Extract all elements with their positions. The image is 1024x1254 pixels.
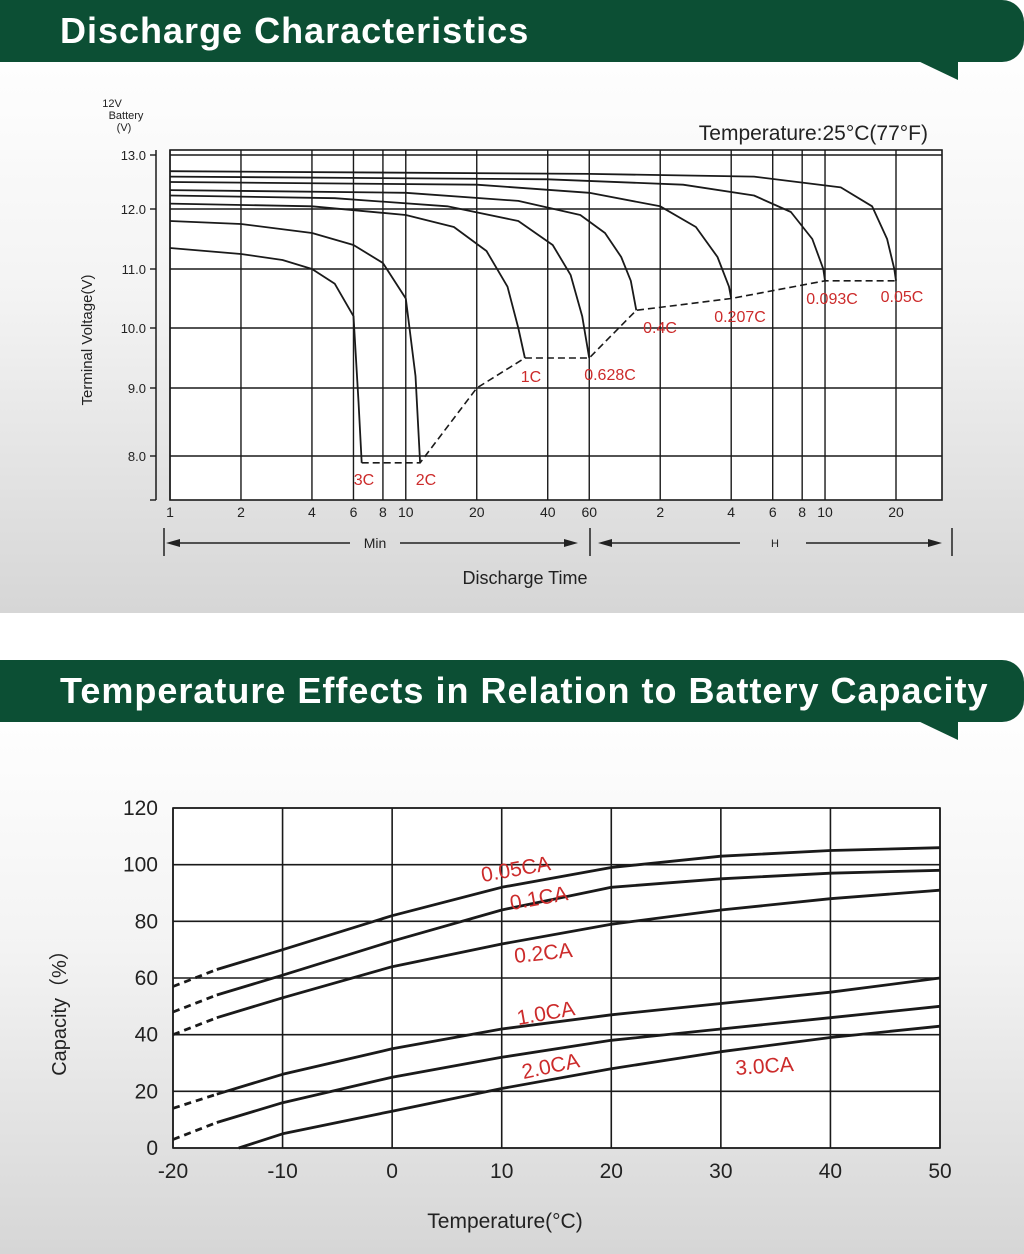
capacity-curve-0.2CA [216,888,941,1020]
x-unit-label: Min [364,535,387,551]
y-tick-label: 20 [135,1080,158,1103]
x-tick-label: 8 [798,504,806,520]
capacity-curve-extrapolated [172,1092,218,1110]
banner-tail [916,720,958,740]
capacity-curve-1.0CA [216,976,941,1096]
y-tick-label: 10.0 [121,321,146,336]
discharge-curve-1C [169,202,526,359]
discharge-curve-0.628C [169,194,591,359]
y-tick-label: 8.0 [128,449,146,464]
y-tick-label: 60 [135,967,158,990]
capacity-curve-extrapolated [172,968,218,988]
y-tick-label: 120 [123,797,158,820]
y-tick-label: 9.0 [128,381,146,396]
x-tick-label: 20 [600,1160,623,1183]
y-axis-title: Capacity（%） [48,940,71,1076]
y-tick-label: 100 [123,854,158,877]
y-tick-label: 12.0 [121,202,146,217]
x-tick-label: 1 [166,504,174,520]
discharge-curve-0.4C [169,189,638,311]
y-axis-unit-label: (V) [117,122,132,134]
y-axis-unit-label: 12V [102,98,122,110]
x-tick-label: 30 [709,1160,732,1183]
curve-label: 2C [416,472,436,489]
curve-label: 0.4C [643,320,677,337]
y-axis-title: Terminal Voltage(V) [79,275,96,406]
discharge-chart: 13.012.011.010.09.08.01 2 4 6 8 10 20 40 60 2 4 6 8 1… [79,98,953,588]
y-tick-label: 0 [146,1137,158,1160]
x-tick-label: 10 [817,504,833,520]
discharge-curve-0.093C [169,175,826,281]
cutoff-voltage-line [361,280,896,464]
curve-label: 0.093C [806,291,858,308]
capacity-curve-3.0CA [238,1024,941,1150]
y-tick-label: 13.0 [121,148,146,163]
curve-label: 0.628C [584,367,636,384]
y-axis-unit-label: Battery [109,110,144,122]
curve-label: 0.207C [714,309,766,326]
x-tick-label: 10 [490,1160,513,1183]
x-tick-label: -20 [158,1160,188,1183]
y-tick-label: 11.0 [122,262,146,277]
capacity-curve-2.0CA [216,1004,941,1124]
arrow-head [166,539,180,547]
x-axis-title: Temperature(°C) [427,1210,582,1233]
temperature-banner: Temperature Effects in Relation to Batte… [0,660,1024,722]
x-tick-label: 4 [308,504,316,520]
banner-tail [916,60,958,80]
x-tick-label: 6 [350,504,358,520]
arrow-head [598,539,612,547]
capacity-curve-0.05CA [216,846,941,971]
discharge-curve-0.207C [169,181,733,299]
arrow-head [928,539,942,547]
capacity-curve-extrapolated [172,993,218,1014]
x-tick-label: 20 [888,504,904,520]
capacity-curve-0.1CA [216,868,941,997]
x-unit-label: H [771,538,779,550]
discharge-title: Discharge Characteristics [60,10,530,51]
discharge-curve-2C [169,220,421,463]
x-tick-label: -10 [267,1160,297,1183]
chart-subtitle: Temperature:25°C(77°F) [699,122,928,145]
x-tick-label: 10 [398,504,414,520]
arrow-head [564,539,578,547]
curve-label: 3.0CA [735,1053,795,1080]
curve-label: 0.05C [881,289,924,306]
curve-label: 3C [354,472,374,489]
y-tick-label: 40 [135,1024,158,1047]
discharge-curve-0.05C [169,170,897,281]
x-tick-label: 2 [656,504,664,520]
discharge-curve-3C [169,247,363,463]
x-tick-label: 6 [769,504,777,520]
x-tick-label: 40 [540,504,556,520]
x-tick-label: 40 [819,1160,842,1183]
x-tick-label: 4 [727,504,735,520]
capacity-curve-extrapolated [172,1121,218,1141]
x-tick-label: 2 [237,504,245,520]
x-tick-label: 8 [379,504,387,520]
temperature-title: Temperature Effects in Relation to Batte… [60,670,989,711]
capacity-curve-extrapolated [172,1016,218,1037]
discharge-banner: Discharge Characteristics [0,0,1024,62]
x-tick-label: 60 [581,504,597,520]
y-tick-label: 80 [135,910,158,933]
x-tick-label: 50 [928,1160,951,1183]
x-tick-label: 20 [469,504,485,520]
curve-label: 1C [521,369,541,386]
x-tick-label: 0 [386,1160,398,1183]
x-axis-title: Discharge Time [462,568,587,588]
